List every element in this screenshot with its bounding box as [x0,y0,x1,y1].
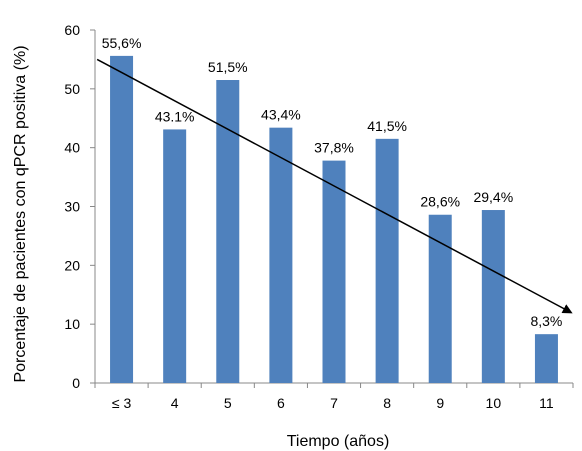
y-tick-label: 60 [64,22,80,38]
bar [269,127,293,383]
data-label: 41,5% [367,118,407,134]
y-axis-title: Porcentaje de pacientes con qPCR positiv… [12,45,29,382]
data-label: 51,5% [208,59,248,75]
data-label: 43,4% [261,107,301,123]
x-tick-label: 10 [486,395,502,411]
data-label: 55,6% [102,35,142,51]
y-tick-label: 0 [72,375,80,391]
y-tick-label: 50 [64,81,80,97]
x-tick-label: 6 [277,395,285,411]
data-label: 43.1% [155,108,195,124]
x-tick-label: 11 [539,395,554,411]
y-tick-label: 10 [64,316,80,332]
x-tick-label: 7 [330,395,338,411]
trendline [96,58,573,314]
x-tick-label: 4 [171,395,179,411]
y-tick-label: 40 [64,140,80,156]
x-axis: ≤ 3 4 5 6 7 8 9 10 11 [94,382,574,411]
bar [216,80,240,383]
data-label: 37,8% [314,140,354,156]
data-label: 28,6% [420,194,460,210]
bars [110,55,558,384]
bar [534,334,558,383]
x-tick-label: 9 [436,395,444,411]
bar [428,214,452,383]
bar [110,55,134,384]
x-tick-label: 5 [224,395,232,411]
bar [375,138,399,383]
x-axis-title: Tiempo (años) [287,433,390,450]
y-tick-label: 20 [64,257,80,273]
data-label: 8,3% [530,313,562,329]
trend-arrow [96,58,573,314]
y-axis: 0 10 20 30 40 50 60 [64,22,96,391]
y-tick-label: 30 [64,199,80,215]
bar [163,129,187,383]
bar [322,160,346,383]
x-tick-label: ≤ 3 [112,395,132,411]
data-label: 29,4% [473,189,513,205]
x-tick-label: 8 [383,395,391,411]
bar [481,210,505,383]
data-labels: 55,6% 43.1% 51,5% 43,4% 37,8% 41,5% 28,6% 29,4%… [102,35,563,329]
